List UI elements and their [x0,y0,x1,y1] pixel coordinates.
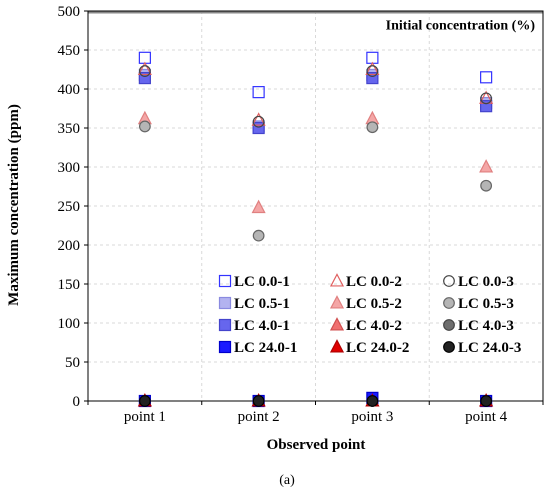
data-point [252,86,265,99]
data-point [480,100,493,113]
data-point [479,159,494,173]
legend-label: LC 0.0-2 [346,274,402,290]
data-point [366,395,379,407]
reference-line-label: Initial concentration (%) [386,19,536,34]
legend-marker [443,341,455,353]
legend-label: LC 0.5-3 [458,296,514,312]
legend-label: LC 0.5-1 [234,296,290,312]
data-point [366,65,379,77]
legend-marker [329,317,345,331]
legend-label: LC 0.0-3 [458,274,514,290]
y-tick-label: 50 [65,355,80,371]
figure-caption: (a) [279,473,295,488]
x-axis-title: Observed point [267,437,366,453]
y-tick-label: 500 [58,4,81,20]
legend-marker [218,318,232,332]
data-point [252,229,265,242]
data-point [137,61,152,76]
y-tick-label: 300 [58,160,81,176]
data-point [251,112,266,126]
y-tick-label: 400 [58,82,81,98]
x-tick-label: point 4 [465,409,508,425]
data-point [480,92,493,105]
y-tick-label: 0 [73,394,81,410]
legend-marker [443,297,455,309]
legend-marker [329,339,345,353]
legend-marker [443,319,455,331]
legend-label: LC 0.0-1 [234,274,290,290]
data-point [138,395,151,407]
legend-label: LC 4.0-3 [458,318,514,334]
legend: LC 0.0-1 LC 0.0-2 LC 0.0-3 LC 0.5-1 LC 0.5-2… [218,273,521,356]
data-point [138,65,151,77]
data-point [365,61,380,76]
axes: 0 50 100 150 200 250 300 350 400 450 500 point 1 poi… [58,4,544,425]
data-point [252,115,265,128]
x-tick-label: point 3 [351,409,393,425]
data-point [480,71,493,84]
data-point [138,71,151,85]
legend-marker [329,295,345,309]
legend-label: LC 24.0-3 [458,340,521,356]
reference-line-group: Initial concentration (%) [88,11,543,34]
data-point [252,395,265,407]
legend-marker [218,296,232,310]
data-point [251,199,266,214]
legend-marker [218,340,232,354]
legend-label: LC 4.0-1 [234,318,290,334]
data-point [480,395,493,407]
legend-label: LC 24.0-1 [234,340,297,356]
y-tick-label: 150 [58,277,81,293]
y-axis-title: Maximum concentration (ppm) [6,104,22,306]
data-point [480,179,493,192]
data-point [252,121,265,135]
y-tick-label: 250 [58,199,81,215]
legend-marker [218,274,232,288]
data-point [366,121,379,134]
x-tick-label: point 1 [124,409,166,425]
y-tick-label: 200 [58,238,81,254]
data-point [366,71,379,85]
y-tick-label: 100 [58,316,81,332]
legend-label: LC 24.0-2 [346,340,409,356]
legend-marker [443,275,455,287]
x-tick-label: point 2 [238,409,280,425]
y-tick-label: 350 [58,121,81,137]
data-point [138,120,151,133]
legend-label: LC 0.5-2 [346,296,402,312]
legend-label: LC 4.0-2 [346,318,402,334]
data-points [137,51,494,408]
legend-marker [329,273,345,287]
y-tick-label: 450 [58,43,81,59]
